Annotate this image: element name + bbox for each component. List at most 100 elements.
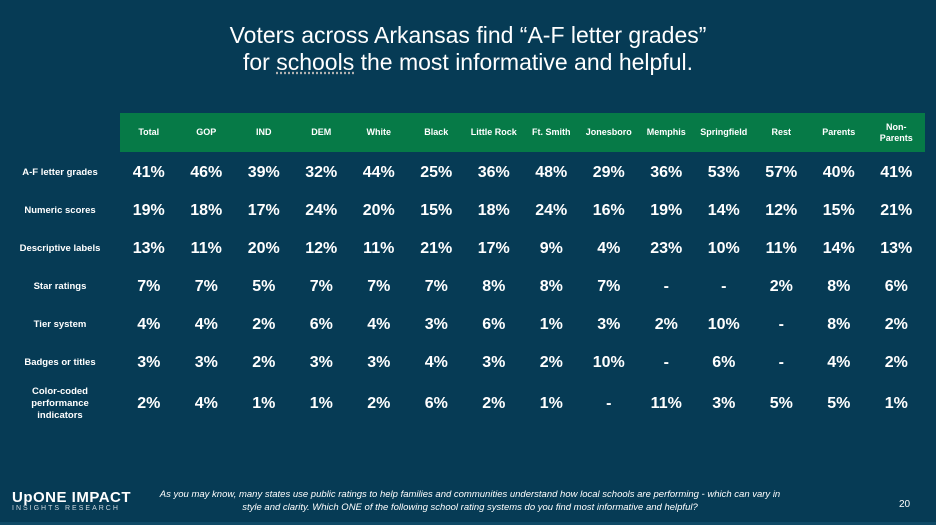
column-header: Memphis xyxy=(637,113,695,152)
value-cell: 19% xyxy=(650,202,683,219)
value-cell: 6% xyxy=(424,395,448,412)
value-cell: 7% xyxy=(424,278,448,295)
logo-line-2: INSIGHTS RESEARCH xyxy=(12,505,120,512)
column-header: Non- Parents xyxy=(867,113,925,152)
value-cell: 12% xyxy=(305,240,338,257)
value-cell: 41% xyxy=(880,164,913,181)
header-row: Total GOP IND DEM White Black Little Rock Ft. S… xyxy=(0,113,925,152)
value-cell: 2% xyxy=(884,316,908,333)
value-cell: 5% xyxy=(827,395,851,412)
value-cell: 6% xyxy=(482,316,506,333)
column-header: IND xyxy=(235,113,293,152)
value-cell: 17% xyxy=(477,240,510,257)
value-cell: 4% xyxy=(194,316,218,333)
value-cell: 14% xyxy=(822,240,855,257)
value-cell: 1% xyxy=(309,395,333,412)
column-header: White xyxy=(350,113,408,152)
value-cell: 8% xyxy=(827,278,851,295)
column-header: Springfield xyxy=(695,113,753,152)
title-text: for xyxy=(242,49,277,75)
title-underlined-word: schools xyxy=(276,49,355,75)
page-number: 20 xyxy=(899,499,911,510)
value-cell: 3% xyxy=(424,316,448,333)
value-cell: 2% xyxy=(252,316,276,333)
value-cell: 10% xyxy=(707,240,740,257)
table-row: Numeric scores 19% 18% 17% 24% 20% 15% 18% 24% 16… xyxy=(0,192,925,230)
value-cell: 2% xyxy=(539,354,563,371)
title-line-1: Voters across Arkansas find “A-F letter … xyxy=(229,22,707,48)
value-cell: 10% xyxy=(707,316,740,333)
value-cell: 36% xyxy=(650,164,683,181)
column-header: GOP xyxy=(177,113,235,152)
value-cell: 48% xyxy=(535,164,568,181)
column-header: DEM xyxy=(292,113,350,152)
value-cell: 3% xyxy=(137,354,161,371)
column-header: Ft. Smith xyxy=(522,113,580,152)
value-cell: 2% xyxy=(769,278,793,295)
value-cell: - xyxy=(606,395,612,412)
value-cell: 1% xyxy=(884,395,908,412)
title-line-2: for schools the most informative and hel… xyxy=(0,49,936,76)
row-label: Color-coded performance indicators xyxy=(31,386,89,421)
value-cell: - xyxy=(721,278,727,295)
value-cell: 13% xyxy=(880,240,913,257)
question-note: As you may know, many states use public … xyxy=(159,489,781,513)
value-cell: 21% xyxy=(420,240,453,257)
table-row: A-F letter grades 41% 46% 39% 32% 44% 25% 36% 48… xyxy=(0,152,925,192)
value-cell: 2% xyxy=(137,395,161,412)
value-cell: 7% xyxy=(309,278,333,295)
row-label: Tier system xyxy=(33,319,87,330)
value-cell: - xyxy=(663,278,669,295)
value-cell: - xyxy=(663,354,669,371)
value-cell: 6% xyxy=(309,316,333,333)
value-cell: 7% xyxy=(137,278,161,295)
value-cell: 15% xyxy=(822,202,855,219)
value-cell: 11% xyxy=(363,240,395,257)
value-cell: 19% xyxy=(132,202,165,219)
value-cell: 2% xyxy=(654,316,678,333)
value-cell: 18% xyxy=(477,202,510,219)
value-cell: 3% xyxy=(597,316,621,333)
value-cell: 6% xyxy=(884,278,908,295)
value-cell: 3% xyxy=(309,354,333,371)
column-header: Rest xyxy=(752,113,810,152)
value-cell: 8% xyxy=(539,278,563,295)
value-cell: 2% xyxy=(884,354,908,371)
value-cell: 32% xyxy=(305,164,338,181)
value-cell: - xyxy=(778,354,784,371)
value-cell: 10% xyxy=(592,354,625,371)
value-cell: 4% xyxy=(827,354,851,371)
table-row: Star ratings 7% 7% 5% 7% 7% 7% 8% 8% 7% - - 2% 8% 6% xyxy=(0,268,925,306)
value-cell: 16% xyxy=(592,202,625,219)
title-text: the most informative and helpful. xyxy=(354,49,693,75)
value-cell: 6% xyxy=(712,354,736,371)
bottom-divider xyxy=(0,522,936,525)
column-header: Black xyxy=(407,113,465,152)
row-label: A-F letter grades xyxy=(22,167,98,178)
value-cell: 11% xyxy=(765,240,797,257)
value-cell: 18% xyxy=(190,202,223,219)
value-cell: 40% xyxy=(822,164,855,181)
value-cell: 46% xyxy=(190,164,223,181)
value-cell: 24% xyxy=(305,202,338,219)
row-label: Numeric scores xyxy=(24,205,96,216)
slide-title: Voters across Arkansas find “A-F letter … xyxy=(0,22,936,76)
value-cell: 14% xyxy=(707,202,740,219)
value-cell: 3% xyxy=(712,395,736,412)
company-logo: UpONE IMPACT INSIGHTS RESEARCH xyxy=(12,490,131,512)
value-cell: 2% xyxy=(252,354,276,371)
value-cell: 7% xyxy=(194,278,218,295)
results-table: Total GOP IND DEM White Black Little Rock Ft. S… xyxy=(0,113,925,426)
value-cell: 20% xyxy=(362,202,395,219)
value-cell: 53% xyxy=(707,164,740,181)
table-row: Badges or titles 3% 3% 2% 3% 3% 4% 3% 2% 10% - 6% - 4… xyxy=(0,344,925,382)
value-cell: 2% xyxy=(367,395,391,412)
table-row: Tier system 4% 4% 2% 6% 4% 3% 6% 1% 3% 2% 10% - 8% 2% xyxy=(0,306,925,344)
corner-cell xyxy=(0,113,120,152)
row-label: Star ratings xyxy=(33,281,87,292)
value-cell: 9% xyxy=(539,240,563,257)
column-header: Little Rock xyxy=(465,113,523,152)
value-cell: 1% xyxy=(539,395,563,412)
value-cell: - xyxy=(778,316,784,333)
logo-line-1: UpONE IMPACT xyxy=(12,489,132,506)
